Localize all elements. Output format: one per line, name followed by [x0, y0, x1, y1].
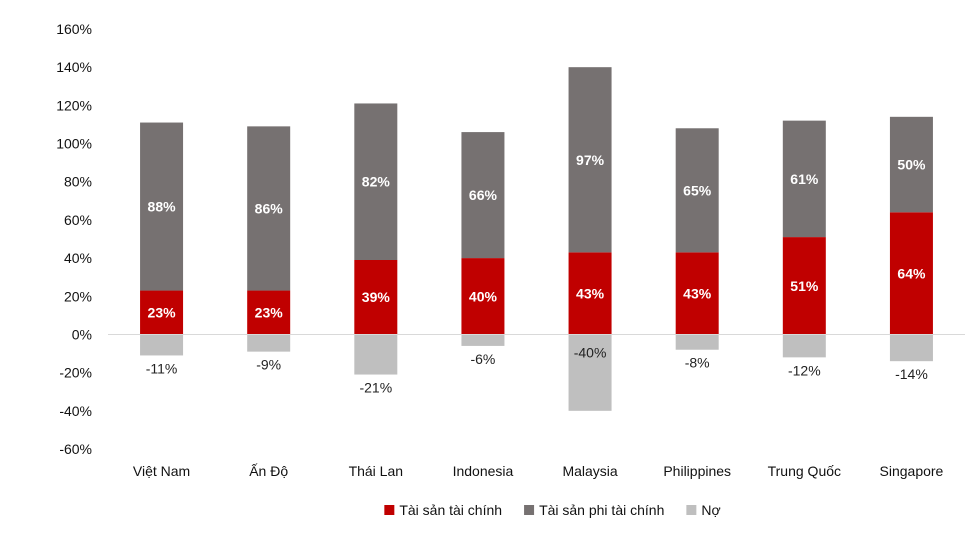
- bar-debt-malaysia: [568, 334, 612, 411]
- bar-financial-assets-malaysia: [568, 252, 612, 335]
- data-label-non-financial-assets: 97%: [576, 152, 605, 168]
- bar-debt-viet-nam: [140, 334, 184, 356]
- data-label-non-financial-assets: 88%: [148, 199, 177, 215]
- data-label-non-financial-assets: 66%: [469, 187, 498, 203]
- bar-non-financial-assets-trung-quoc: [782, 120, 826, 238]
- data-label-debt: -12%: [788, 362, 821, 378]
- legend-label-no: Nợ: [701, 502, 720, 518]
- bar-non-financial-assets-malaysia: [568, 67, 612, 253]
- bar-financial-assets-thai-lan: [354, 260, 398, 335]
- data-label-financial-assets: 23%: [148, 305, 177, 321]
- y-tick-label: 160%: [56, 21, 92, 37]
- bar-financial-assets-trung-quoc: [782, 237, 826, 335]
- legend-label-tai-san-tai-chinh: Tài sản tài chính: [399, 502, 502, 518]
- bars-group: [140, 67, 933, 411]
- data-label-non-financial-assets: 86%: [255, 200, 284, 216]
- data-label-debt: -40%: [574, 344, 607, 360]
- y-tick-label: 0%: [72, 326, 92, 342]
- bar-financial-assets-indonesia: [461, 258, 505, 335]
- legend-swatch-tai-san-tai-chinh: [384, 505, 395, 515]
- data-label-financial-assets: 23%: [255, 305, 284, 321]
- data-label-debt: -21%: [359, 380, 392, 396]
- data-label-financial-assets: 51%: [790, 278, 819, 294]
- data-label-financial-assets: 43%: [576, 285, 605, 301]
- y-tick-label: -40%: [59, 403, 92, 419]
- bar-financial-assets-an-do: [247, 290, 291, 335]
- data-label-financial-assets: 39%: [362, 289, 391, 305]
- bar-non-financial-assets-singapore: [889, 116, 933, 213]
- y-tick-label: 20%: [64, 288, 92, 304]
- data-label-debt: -8%: [685, 355, 710, 371]
- data-label-debt: -9%: [256, 357, 281, 373]
- x-tick-label-trung-quoc: Trung Quốc: [768, 463, 841, 479]
- legend: Tài sản tài chính Tài sản phi tài chính Nợ: [384, 502, 721, 518]
- y-tick-label: 120%: [56, 97, 92, 113]
- bar-financial-assets-singapore: [889, 212, 933, 335]
- x-tick-label-indonesia: Indonesia: [453, 463, 514, 479]
- data-label-non-financial-assets: 61%: [790, 171, 819, 187]
- data-label-financial-assets: 64%: [897, 265, 926, 281]
- bar-debt-singapore: [889, 334, 933, 362]
- x-tick-label-philippines: Philippines: [663, 463, 731, 479]
- bar-financial-assets-viet-nam: [140, 290, 184, 335]
- y-tick-label: 60%: [64, 212, 92, 228]
- x-tick-label-thai-lan: Thái Lan: [349, 463, 403, 479]
- y-tick-label: -20%: [59, 365, 92, 381]
- bar-non-financial-assets-thai-lan: [354, 103, 398, 260]
- data-label-debt: -6%: [470, 351, 495, 367]
- x-tick-label-viet-nam: Việt Nam: [133, 463, 190, 479]
- data-label-debt: -14%: [895, 366, 928, 382]
- bar-debt-philippines: [675, 334, 719, 350]
- bar-debt-indonesia: [461, 334, 505, 346]
- bar-debt-trung-quoc: [782, 334, 826, 358]
- bar-debt-thai-lan: [354, 334, 398, 375]
- data-label-non-financial-assets: 82%: [362, 174, 391, 190]
- bar-debt-an-do: [247, 334, 291, 352]
- y-tick-label: 140%: [56, 59, 92, 75]
- x-tick-label-an-do: Ấn Độ: [249, 463, 288, 479]
- x-tick-label-singapore: Singapore: [880, 463, 944, 479]
- legend-label-tai-san-phi-tai-chinh: Tài sản phi tài chính: [539, 502, 664, 518]
- data-label-debt: -11%: [146, 360, 178, 376]
- bar-non-financial-assets-viet-nam: [140, 122, 184, 291]
- legend-swatch-tai-san-phi-tai-chinh: [524, 505, 535, 515]
- bar-non-financial-assets-indonesia: [461, 132, 505, 259]
- data-label-non-financial-assets: 50%: [897, 157, 926, 173]
- y-tick-label: -60%: [59, 441, 92, 457]
- y-axis: -60% -40% -20% 0% 20% 40% 60% 80% 100% 120% 140% 16…: [56, 21, 92, 457]
- data-label-financial-assets: 43%: [683, 285, 712, 301]
- data-label-non-financial-assets: 65%: [683, 182, 712, 198]
- x-axis: Việt Nam Ấn Độ Thái Lan Indonesia Malaysia Ph…: [133, 463, 944, 479]
- y-tick-label: 40%: [64, 250, 92, 266]
- legend-swatch-no: [686, 505, 697, 515]
- bar-non-financial-assets-an-do: [247, 126, 291, 291]
- value-labels-group: 23% 88% -11% 23% 86% -9% 39% 82% -21% 40% 66% -6% 43…: [146, 152, 928, 396]
- y-tick-label: 80%: [64, 174, 92, 190]
- bar-non-financial-assets-philippines: [675, 128, 719, 253]
- bar-financial-assets-philippines: [675, 252, 719, 335]
- y-tick-label: 100%: [56, 136, 92, 152]
- x-tick-label-malaysia: Malaysia: [562, 463, 617, 479]
- data-label-financial-assets: 40%: [469, 288, 498, 304]
